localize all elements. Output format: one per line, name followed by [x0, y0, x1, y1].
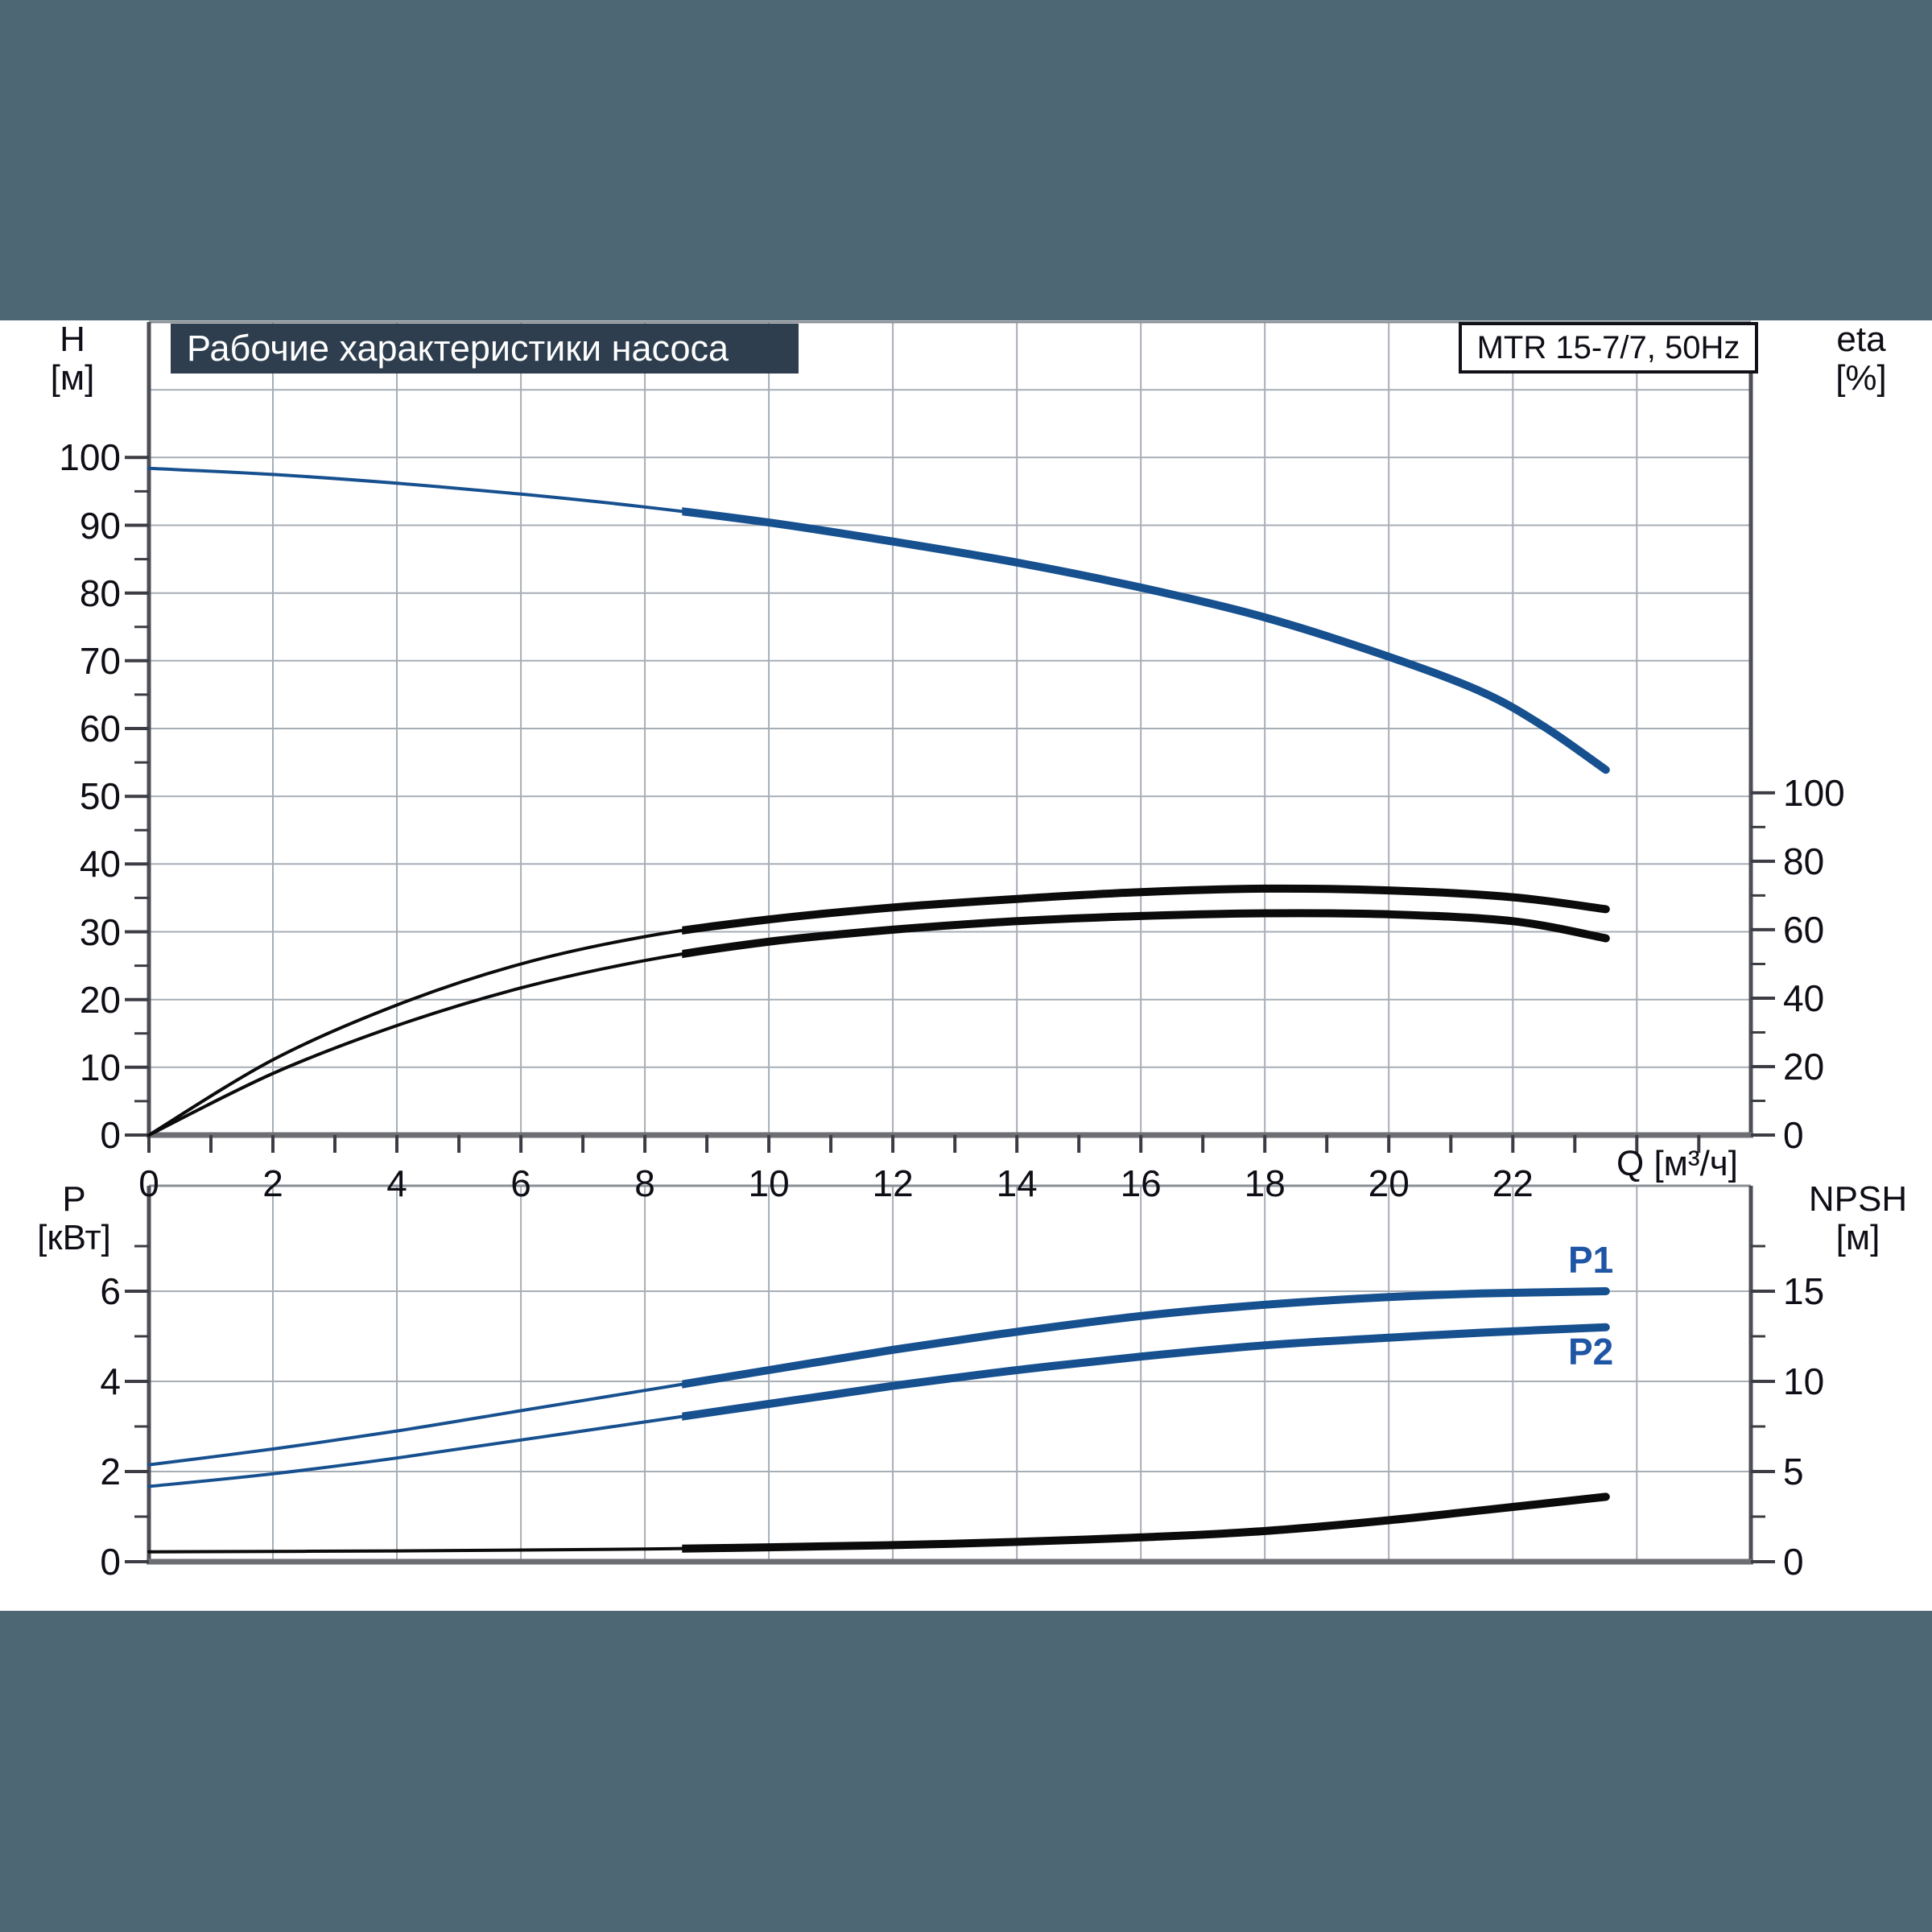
q-tick-label: 12	[872, 1162, 914, 1204]
eta-tick-label: 60	[1783, 908, 1825, 951]
eta-axis-label: eta [%]	[1797, 320, 1926, 398]
q-axis-label: Q [м³/ч]	[1616, 1144, 1738, 1183]
npsh-axis-label-symbol: NPSH	[1808, 1179, 1908, 1219]
npsh-tick-label: 10	[1783, 1360, 1825, 1403]
h-tick-label: 100	[59, 436, 121, 479]
p-tick-label: 0	[100, 1541, 121, 1583]
h-tick-label: 30	[79, 910, 121, 953]
h-tick-label: 50	[79, 775, 121, 818]
h-tick-label: 60	[79, 708, 121, 749]
h-tick-label: 90	[79, 504, 121, 547]
h-axis-label-symbol: H	[60, 320, 85, 359]
top-background-band	[0, 0, 1932, 320]
q-tick-label: 20	[1368, 1162, 1410, 1204]
npsh-tick-label: 0	[1783, 1541, 1804, 1583]
p-axis-label-unit: [кВт]	[37, 1218, 111, 1257]
pump-model-badge: MTR 15-7/7, 50Hz	[1459, 322, 1758, 374]
npsh-axis-label-unit: [м]	[1835, 1218, 1880, 1257]
chart-title: Рабочие характеристики насоса	[171, 324, 799, 374]
q-tick-label: 8	[634, 1162, 655, 1204]
h-tick-label: 40	[79, 843, 121, 886]
h-tick-label: 10	[79, 1046, 121, 1088]
h-tick-label: 80	[79, 572, 121, 614]
q-tick-label: 10	[748, 1162, 790, 1204]
npsh-tick-label: 15	[1783, 1270, 1825, 1313]
p-axis-label: P [кВт]	[10, 1180, 138, 1257]
eta-tick-label: 100	[1783, 771, 1845, 814]
h-tick-label: 0	[100, 1114, 121, 1156]
p-axis-label-symbol: P	[62, 1179, 86, 1219]
npsh-tick-label: 5	[1783, 1451, 1804, 1492]
q-tick-label: 6	[510, 1162, 531, 1204]
eta-axis-label-unit: [%]	[1835, 358, 1887, 398]
q-tick-label: 14	[996, 1162, 1038, 1204]
p-tick-label: 4	[100, 1360, 121, 1403]
q-tick-label: 4	[386, 1162, 407, 1204]
h-tick-label: 70	[79, 639, 121, 682]
h-axis-label-unit: [м]	[50, 358, 95, 398]
p-tick-label: 2	[100, 1451, 121, 1492]
p-tick-label: 6	[100, 1270, 121, 1313]
q-tick-label: 18	[1244, 1162, 1286, 1204]
eta-tick-label: 0	[1783, 1114, 1804, 1156]
eta-tick-label: 20	[1783, 1045, 1825, 1088]
eta-axis-label-symbol: eta	[1836, 320, 1886, 359]
bottom-background-band	[0, 1611, 1932, 1932]
q-tick-label: 22	[1492, 1162, 1534, 1204]
npsh-axis-label: NPSH [м]	[1794, 1180, 1922, 1257]
q-tick-label: 0	[138, 1162, 159, 1204]
q-tick-label: 16	[1120, 1162, 1162, 1204]
eta-tick-label: 80	[1783, 840, 1825, 882]
h-axis-label: H [м]	[8, 320, 137, 398]
p1-curve-label: P1	[1568, 1239, 1614, 1281]
q-tick-label: 2	[262, 1162, 283, 1204]
eta-tick-label: 40	[1783, 976, 1825, 1019]
p2-curve-label: P2	[1568, 1331, 1614, 1373]
h-tick-label: 20	[79, 978, 121, 1021]
